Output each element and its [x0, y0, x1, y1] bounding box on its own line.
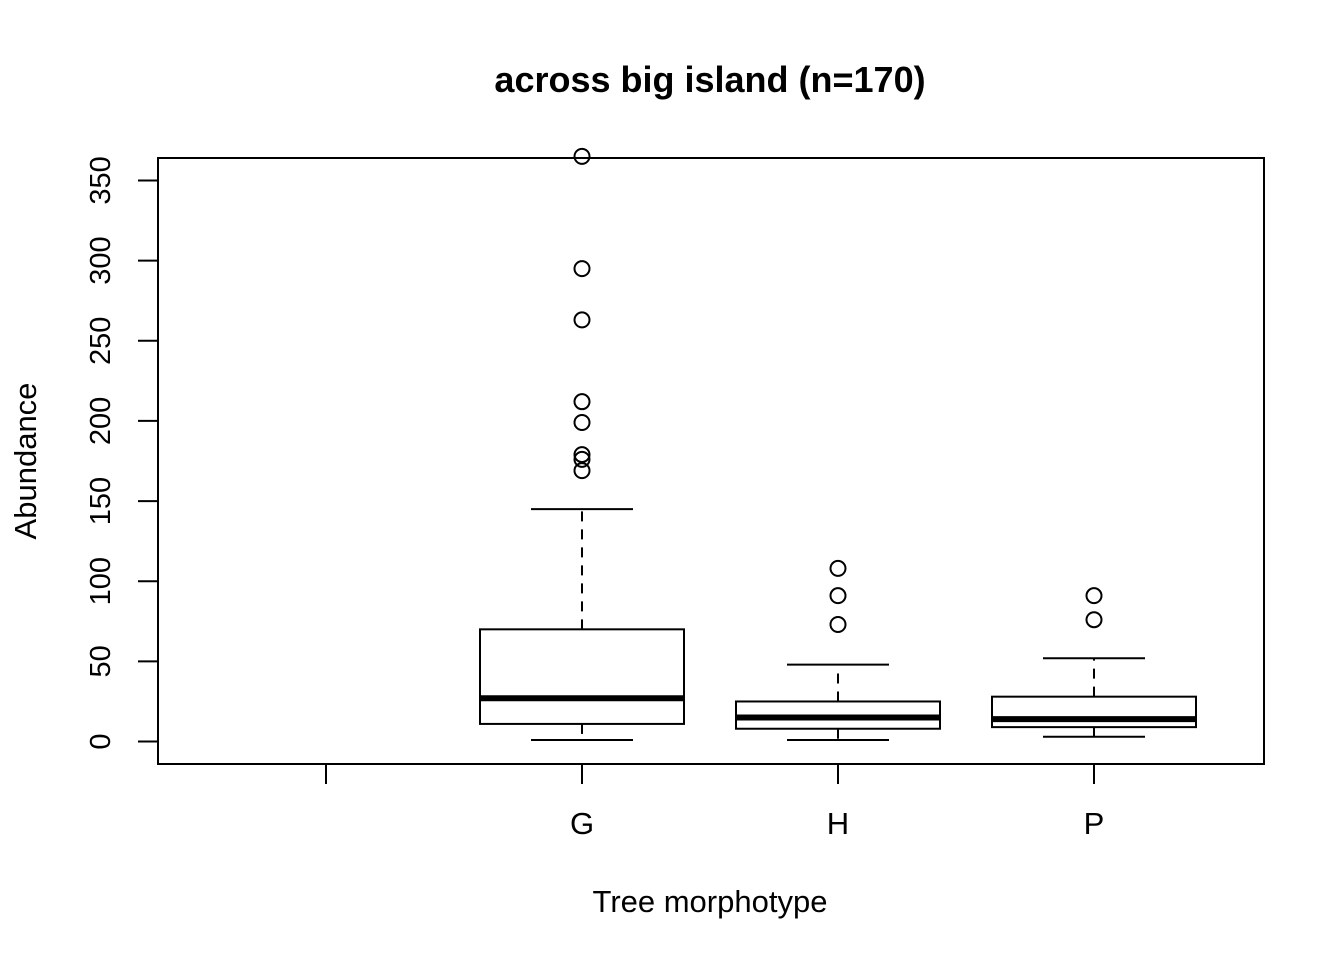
y-tick-label: 250 [85, 317, 117, 365]
outlier-point [573, 446, 591, 464]
outlier-point [573, 147, 591, 165]
y-tick-label: 50 [85, 645, 117, 677]
y-tick-label: 350 [85, 156, 117, 204]
plot-frame [157, 157, 1265, 765]
y-tick-label: 100 [85, 557, 117, 605]
y-tick-label: 200 [85, 397, 117, 445]
box-H [735, 559, 941, 741]
outlier-point [829, 587, 847, 605]
outlier-point [573, 393, 591, 411]
y-tick-label: 0 [85, 733, 117, 749]
y-tick-label: 150 [85, 477, 117, 525]
outlier-point [573, 414, 591, 432]
x-tick-label: P [1084, 806, 1105, 841]
x-tick-label: H [827, 806, 849, 841]
x-axis-label: Tree morphotype [593, 884, 828, 919]
y-axis-label: Abundance [8, 383, 43, 540]
outlier-point [829, 559, 847, 577]
box-G [479, 147, 685, 741]
outlier-point [573, 311, 591, 329]
box-P [991, 587, 1197, 738]
outlier-point [829, 616, 847, 634]
outlier-point [573, 462, 591, 480]
y-tick-label: 300 [85, 236, 117, 284]
outlier-point [1085, 587, 1103, 605]
chart-title: across big island (n=170) [494, 59, 925, 100]
outlier-point [573, 260, 591, 278]
iqr-box [991, 695, 1197, 729]
iqr-box [479, 628, 685, 725]
outlier-point [573, 450, 591, 468]
boxes-layer [479, 147, 1197, 741]
x-tick-label: G [570, 806, 594, 841]
y-axis: 0 50 100 150 200 250 300 350 [85, 156, 159, 750]
outlier-point [1085, 611, 1103, 629]
